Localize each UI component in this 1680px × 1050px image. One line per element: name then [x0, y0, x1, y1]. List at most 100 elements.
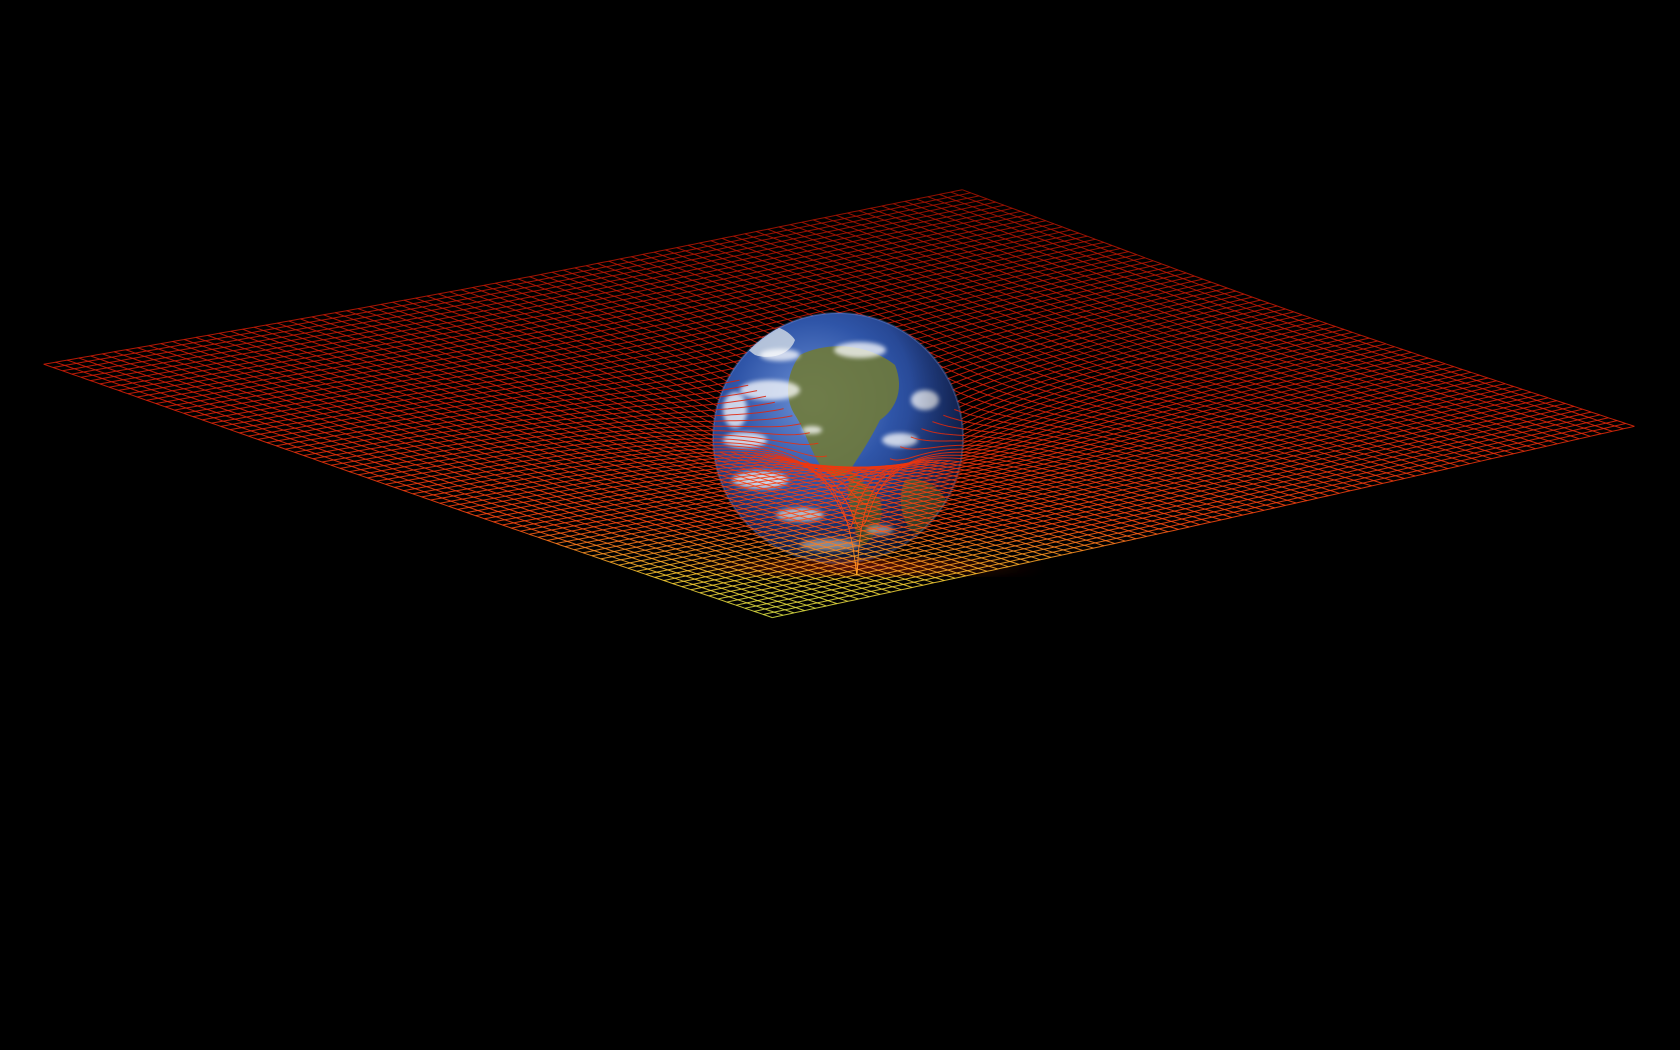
- mesh-line: [202, 341, 660, 421]
- mesh-line: [636, 484, 1066, 572]
- mesh-line: [43, 280, 507, 365]
- mesh-line: [910, 436, 1265, 511]
- mesh-line: [1145, 346, 1492, 460]
- mesh-line: [1010, 386, 1362, 489]
- mesh-line: [1168, 341, 1514, 455]
- mesh-line: [1111, 355, 1459, 467]
- mesh-line: [183, 333, 642, 414]
- mesh-line: [192, 337, 651, 418]
- mesh-line: [1202, 332, 1547, 447]
- mesh-line: [609, 477, 1040, 563]
- mesh-line: [1282, 314, 1624, 430]
- mesh-line: [943, 414, 1297, 504]
- mesh-line: [1066, 368, 1416, 477]
- mesh-line: [321, 401, 775, 463]
- mesh-line: [276, 374, 731, 447]
- mesh-line: [266, 370, 722, 444]
- mesh-line: [506, 189, 963, 282]
- mesh-line: [524, 195, 980, 289]
- mesh-line: [1179, 338, 1525, 452]
- mesh-line: [618, 479, 1048, 566]
- mesh-line: [146, 318, 606, 401]
- mesh-line: [248, 361, 704, 437]
- mesh-line: [1259, 319, 1602, 435]
- mesh-line: [257, 365, 713, 440]
- mesh-line: [90, 297, 552, 382]
- mesh-line: [71, 290, 534, 375]
- mesh-line: [921, 428, 1275, 509]
- mesh-line: [62, 287, 525, 372]
- mesh-line: [1021, 382, 1372, 487]
- mesh-line: [435, 489, 795, 614]
- mesh-line: [687, 244, 1022, 384]
- mesh-line: [503, 477, 859, 600]
- mesh-line: [954, 409, 1308, 502]
- mesh-line: [998, 390, 1351, 492]
- mesh-line: [965, 403, 1318, 499]
- mesh-line: [118, 308, 579, 391]
- mesh-line: [617, 460, 966, 577]
- mesh-line: [1083, 388, 1523, 491]
- mesh-line: [458, 485, 816, 609]
- mesh-line: [976, 399, 1329, 497]
- mesh-line: [1248, 321, 1591, 437]
- mesh-line: [515, 475, 870, 598]
- mesh-line: [717, 507, 1147, 600]
- mesh-line: [690, 499, 1120, 591]
- mesh-line: [53, 283, 516, 368]
- mesh-line: [735, 513, 1165, 606]
- mesh-line: [708, 504, 1138, 597]
- mesh-line: [1225, 327, 1569, 442]
- mesh-line: [627, 481, 1057, 569]
- mesh-line: [211, 345, 669, 424]
- mesh-line: [1110, 397, 1549, 498]
- mesh-line: [1077, 365, 1427, 475]
- funnel-rim-glow: [670, 559, 1050, 575]
- mesh-line: [1123, 352, 1470, 465]
- mesh-line: [606, 461, 956, 579]
- mesh-line: [99, 301, 561, 385]
- mesh-line: [174, 329, 633, 411]
- mesh-line: [889, 448, 1243, 516]
- mesh-line: [403, 448, 851, 525]
- mesh-line: [1089, 361, 1438, 472]
- mesh-line: [1100, 358, 1448, 470]
- mesh-line: [469, 483, 827, 607]
- mesh-line: [312, 395, 767, 460]
- mesh-line: [385, 441, 836, 485]
- mesh-line: [349, 423, 802, 473]
- mesh-line: [165, 326, 624, 408]
- mesh-line: [987, 394, 1340, 494]
- mesh-line: [367, 434, 819, 479]
- mesh-line: [1043, 375, 1394, 482]
- mesh-line: [81, 294, 543, 378]
- mesh-line: [1191, 335, 1536, 450]
- mesh-line: [721, 237, 1056, 373]
- mesh-line: [605, 223, 1055, 320]
- mesh-line: [239, 357, 695, 434]
- mesh-line: [340, 415, 793, 469]
- mesh-line: [423, 491, 784, 616]
- mesh-line: [1032, 378, 1383, 484]
- mesh-line: [155, 322, 615, 404]
- earth-globe: [712, 312, 964, 564]
- mesh-line: [645, 486, 1075, 575]
- mesh-line: [1055, 371, 1405, 479]
- mesh-line: [303, 390, 758, 456]
- mesh-line: [220, 349, 677, 427]
- mesh-line: [331, 408, 784, 466]
- mesh-line: [1236, 324, 1580, 440]
- mesh-line: [492, 479, 848, 602]
- mesh-line: [1213, 330, 1558, 445]
- mesh-line: [900, 444, 1254, 514]
- mesh-line: [446, 487, 805, 612]
- mesh-line: [726, 510, 1156, 603]
- mesh-line: [614, 226, 1063, 324]
- mesh-line: [1134, 349, 1481, 462]
- mesh-line: [600, 474, 1031, 560]
- mesh-line: [699, 242, 1033, 380]
- mesh-line: [628, 458, 977, 575]
- mesh-line: [1157, 343, 1503, 457]
